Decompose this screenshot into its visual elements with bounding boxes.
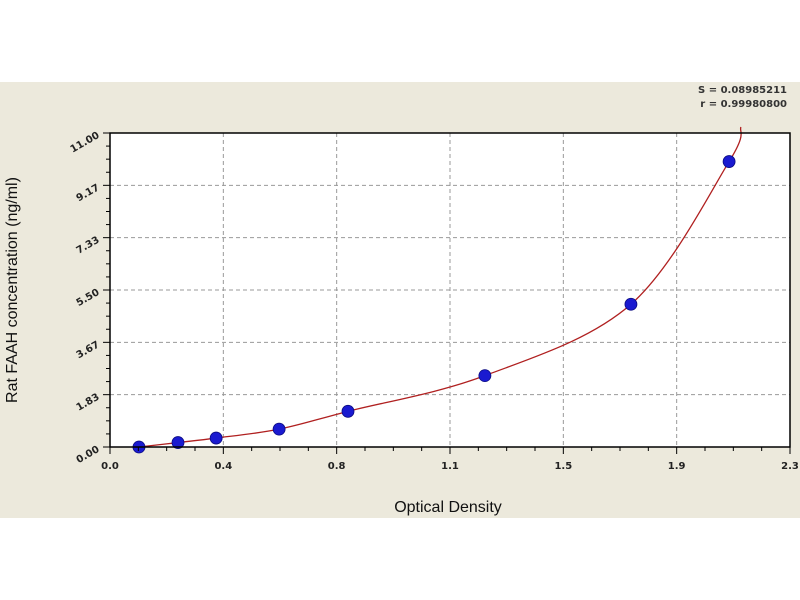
y-axis-label: Rat FAAH concentration (ng/ml) [4, 177, 21, 403]
data-point [272, 422, 286, 436]
x-tick-labels: 0.0 0.4 0.8 1.1 1.5 1.9 2.3 [101, 461, 799, 472]
data-point [624, 297, 638, 311]
y-tick-label: 1.83 [75, 392, 102, 414]
y-tick-label: 9.17 [75, 182, 102, 204]
stat-r: r = 0.99980800 [700, 99, 787, 110]
axes [103, 132, 791, 454]
x-tick-label: 2.3 [781, 461, 799, 472]
x-tick-label: 1.5 [554, 461, 572, 472]
x-tick-label: 0.4 [214, 461, 232, 472]
x-tick-label: 0.0 [101, 461, 119, 472]
y-tick-label: 11.00 [69, 130, 102, 155]
data-point [171, 436, 185, 449]
y-tick-label: 3.67 [75, 339, 102, 361]
data-point [209, 431, 223, 445]
data-point [478, 369, 492, 383]
x-tick-label: 1.9 [668, 461, 686, 472]
stat-s: S = 0.08985211 [698, 85, 787, 96]
fit-curve [138, 126, 742, 448]
y-tick-label: 7.33 [75, 235, 102, 257]
data-points [132, 155, 736, 454]
x-axis-label: Optical Density [394, 499, 502, 516]
y-tick-label: 0.00 [75, 444, 102, 466]
y-tick-label: 5.50 [75, 287, 102, 309]
x-tick-label: 1.1 [441, 461, 459, 472]
data-point [722, 155, 736, 168]
data-point [341, 404, 355, 418]
x-tick-label: 0.8 [328, 461, 346, 472]
y-tick-labels: 0.00 1.83 3.67 5.50 7.33 9.17 11.00 [69, 130, 102, 466]
grid [110, 133, 790, 447]
